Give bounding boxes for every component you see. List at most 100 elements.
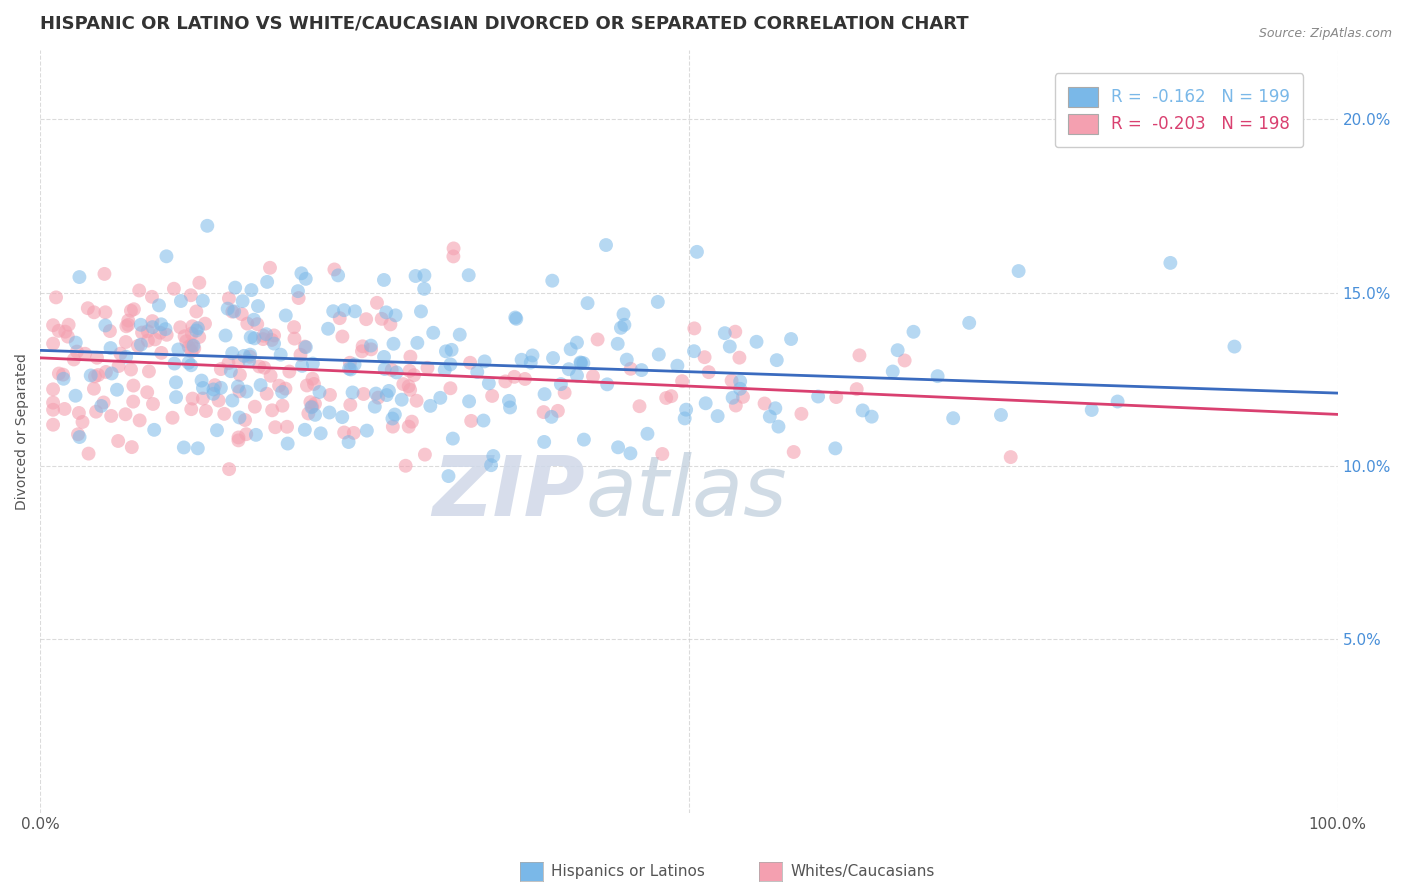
Point — [671, 374, 693, 388]
Point — [156, 327, 179, 342]
Point — [547, 404, 569, 418]
Point — [398, 379, 420, 393]
Point — [232, 294, 254, 309]
Point — [382, 336, 405, 351]
Point — [221, 346, 243, 360]
Point — [202, 383, 225, 397]
Point — [675, 402, 697, 417]
Point — [149, 326, 172, 340]
Point — [569, 356, 592, 370]
Point — [572, 433, 595, 447]
Point — [129, 337, 152, 351]
Point — [194, 404, 217, 418]
Point — [122, 378, 145, 392]
Point — [659, 389, 682, 403]
Point — [245, 428, 267, 442]
Point — [337, 361, 360, 376]
Point — [882, 364, 904, 378]
Point — [437, 469, 460, 483]
Point — [398, 419, 420, 434]
Point — [394, 458, 416, 473]
Point — [294, 272, 316, 286]
Point — [790, 407, 813, 421]
Point — [218, 356, 240, 370]
Point — [224, 280, 246, 294]
Point — [67, 406, 90, 420]
Point — [392, 377, 415, 392]
Point — [169, 320, 191, 334]
Point — [90, 399, 112, 413]
Point — [373, 350, 395, 364]
Point — [136, 385, 159, 400]
Point — [301, 400, 323, 414]
Point — [686, 244, 709, 259]
Point — [75, 347, 97, 361]
Point — [87, 368, 110, 382]
Point — [218, 292, 240, 306]
Point — [253, 360, 276, 375]
Point — [283, 332, 305, 346]
Point — [205, 423, 228, 437]
Point — [329, 311, 352, 326]
Point — [606, 336, 628, 351]
Point — [1159, 256, 1181, 270]
Point — [120, 303, 142, 318]
Point — [572, 356, 595, 370]
Point — [278, 365, 301, 379]
Point — [384, 309, 406, 323]
Point — [309, 426, 332, 441]
Point — [693, 350, 716, 364]
Point — [1000, 450, 1022, 464]
Point — [195, 219, 218, 233]
Point — [385, 366, 408, 380]
Point — [188, 330, 211, 344]
Point — [100, 367, 122, 381]
Point — [254, 327, 277, 342]
Point — [180, 402, 202, 417]
Point — [541, 351, 564, 365]
Point — [554, 385, 576, 400]
Point — [522, 348, 544, 362]
Point — [150, 346, 173, 360]
Point — [401, 415, 423, 429]
Point — [191, 381, 214, 395]
Point — [655, 391, 678, 405]
Point — [277, 436, 299, 450]
Point — [136, 324, 159, 338]
Point — [252, 328, 274, 343]
Point — [188, 276, 211, 290]
Point — [364, 400, 387, 414]
Point — [439, 381, 461, 395]
Point — [53, 401, 76, 416]
Point — [505, 310, 527, 325]
Point — [449, 327, 471, 342]
Point — [380, 318, 402, 332]
Point — [295, 340, 318, 354]
Point — [263, 328, 285, 343]
Point — [422, 326, 444, 340]
Point — [728, 375, 751, 389]
Point — [498, 393, 520, 408]
Text: Source: ZipAtlas.com: Source: ZipAtlas.com — [1258, 27, 1392, 40]
Point — [117, 313, 139, 327]
Point — [120, 362, 142, 376]
Point — [343, 425, 366, 440]
Point — [720, 374, 742, 388]
Point — [683, 321, 706, 335]
Point — [42, 402, 65, 417]
Point — [72, 415, 94, 429]
Point — [155, 322, 177, 336]
Point — [505, 311, 527, 326]
Point — [65, 389, 87, 403]
Point — [100, 341, 122, 355]
Point — [848, 348, 870, 362]
Point — [533, 434, 555, 449]
Point — [58, 318, 80, 332]
Point — [927, 369, 949, 384]
Point — [69, 430, 91, 444]
Point — [413, 448, 436, 462]
Point — [845, 382, 868, 396]
Point — [221, 304, 243, 318]
Point — [165, 390, 187, 404]
Point — [94, 305, 117, 319]
